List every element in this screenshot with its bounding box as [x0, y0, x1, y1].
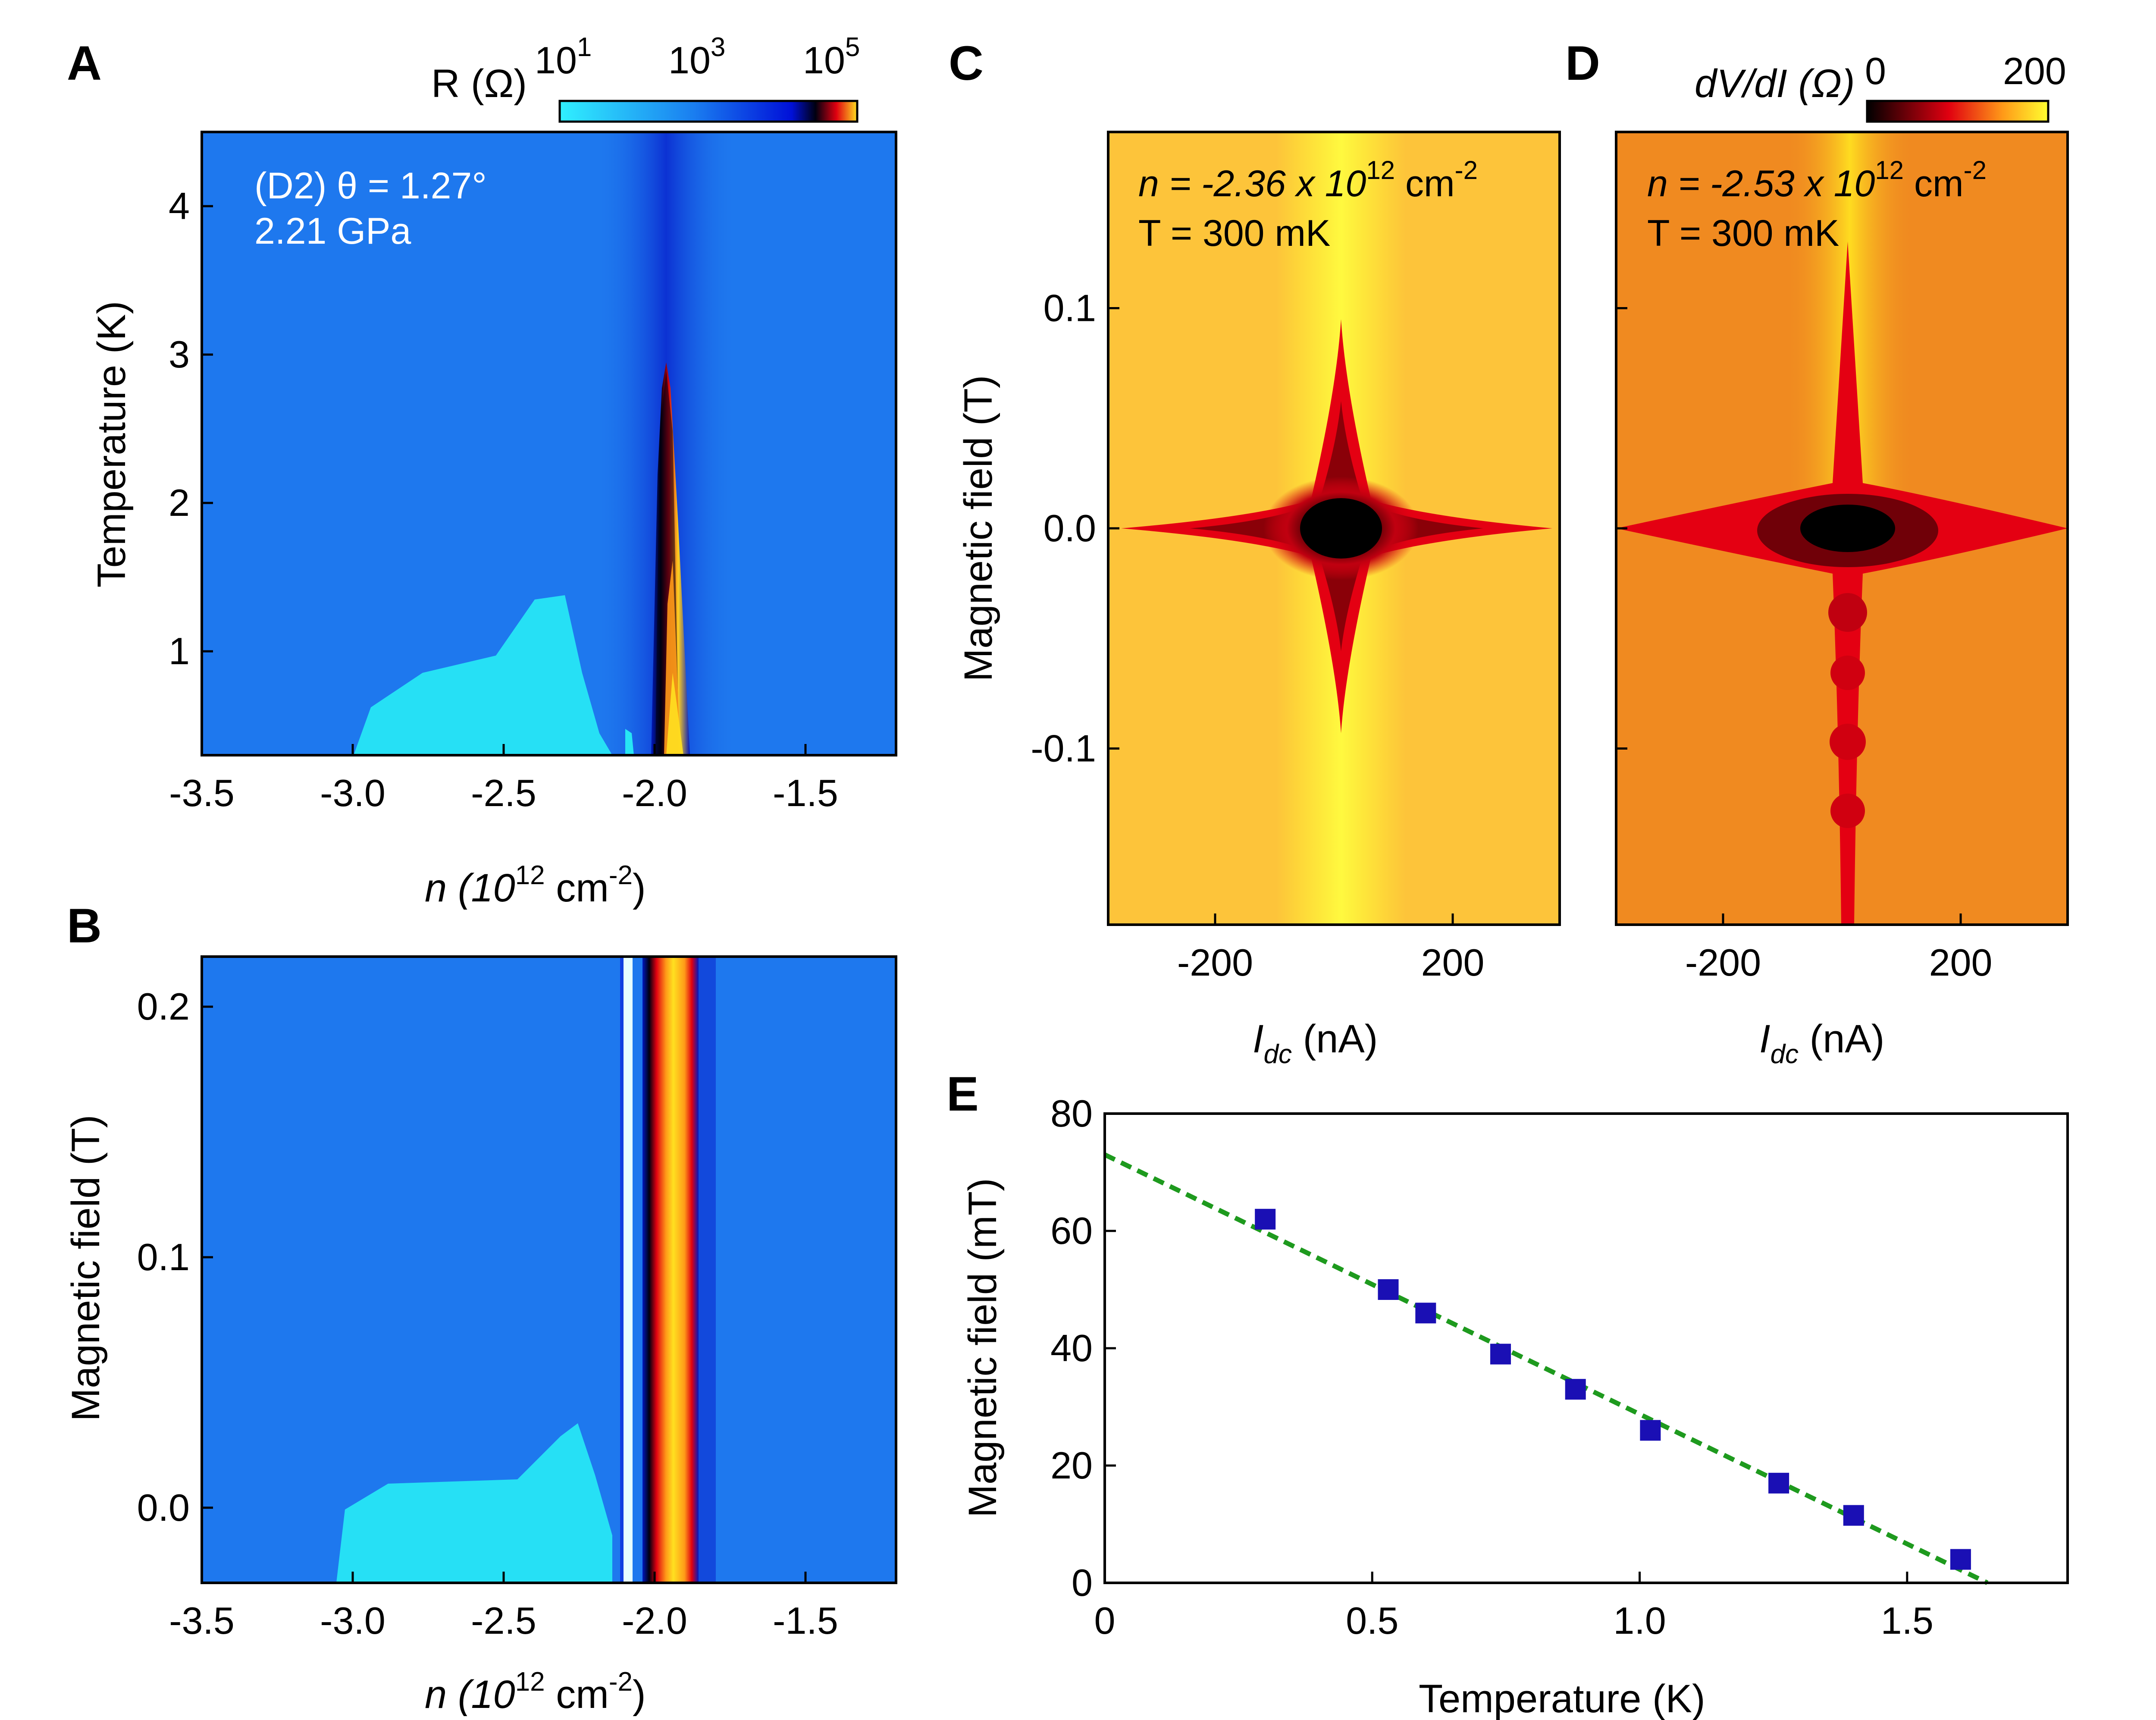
panel-c-xtick-label-0: -200	[1177, 941, 1253, 984]
panel-b-ytick-label-1: 0.1	[137, 1236, 190, 1278]
panel-e-data-point-6	[1768, 1472, 1789, 1494]
panel-e-axes: 0 0.5 1.0 1.5 0 20 40 60 80	[1050, 1092, 1934, 1642]
panel-e-label: E	[946, 1067, 979, 1121]
panel-d-colorbar-bar	[1866, 100, 2049, 123]
panel-a-colorbar: R (Ω) 101 103 105	[431, 32, 860, 123]
panel-d-colorbar: dV/dI (Ω) 0 200	[1695, 50, 2066, 123]
panel-e-xtick-label-0: 0	[1094, 1599, 1116, 1642]
panel-e-data-point-1	[1378, 1279, 1399, 1300]
panel-a-ytick-label-0: 1	[169, 630, 190, 672]
svg-text:103: 103	[668, 32, 725, 82]
panel-b-xtick-label-2: -2.5	[471, 1599, 536, 1642]
panel-e-data-point-4	[1565, 1379, 1586, 1400]
panel-a-annotation: (D2) θ = 1.27° 2.21 GPa	[254, 165, 487, 252]
panel-d-colorbar-title: dV/dI (Ω)	[1695, 62, 1855, 106]
panel-b-xlabel: n (1012 cm-2)	[425, 1667, 646, 1717]
panel-a-ytick-label-3: 4	[169, 185, 190, 227]
panel-b-xtick-label-0: -3.5	[169, 1599, 235, 1642]
panel-b-ylabel: Magnetic field (T)	[64, 1115, 108, 1422]
panel-d-axes: -200 200	[1616, 307, 1993, 984]
panel-d-annotation-t: T = 300 mK	[1647, 213, 1839, 254]
panel-d-annotation: n = -2.53 x 1012 cm-2 T = 300 mK	[1647, 156, 1987, 254]
panel-e-data-point-3	[1490, 1343, 1511, 1365]
panel-d: D dV/dI (Ω) 0 200 n = -2.53 x 1012 cm-2 …	[1565, 36, 2069, 1069]
panel-e-ylabel: Magnetic field (mT)	[961, 1178, 1005, 1517]
panel-b-ytick-label-0: 0.0	[137, 1486, 190, 1529]
svg-text:101: 101	[535, 32, 592, 82]
panel-c-ytick-label-1: 0.0	[1044, 507, 1096, 549]
panel-e-xtick-label-1: 0.5	[1346, 1599, 1398, 1642]
panel-a-xlabel: n (1012 cm-2)	[425, 860, 646, 910]
panel-e-data-point-2	[1415, 1303, 1436, 1324]
panel-b-heatmap	[202, 957, 896, 1583]
panel-c: C n = -2.36 x 1012 cm-2 T = 300 mK -200 2…	[949, 36, 1561, 1069]
panel-a-annotation-line1: (D2) θ = 1.27°	[254, 165, 487, 207]
panel-c-annotation: n = -2.36 x 1012 cm-2 T = 300 mK	[1138, 156, 1478, 254]
panel-c-ylabel: Magnetic field (T)	[956, 375, 1000, 682]
panel-a-heatmap	[202, 132, 896, 755]
panel-a-ytick-label-2: 3	[169, 333, 190, 376]
panel-c-annotation-t: T = 300 mK	[1138, 213, 1330, 254]
panel-e-plot	[1103, 1152, 1989, 1585]
panel-d-xlabel: Idc (nA)	[1759, 1017, 1884, 1069]
panel-e-data-point-5	[1640, 1420, 1661, 1441]
panel-a-ylabel: Temperature (K)	[90, 301, 134, 588]
panel-d-annotation-n: n = -2.53 x 1012 cm-2	[1647, 156, 1987, 204]
panel-e-xlabel: Temperature (K)	[1419, 1677, 1705, 1720]
panel-d-colorbar-min: 0	[1865, 50, 1886, 92]
panel-e-fit-line	[1103, 1152, 1989, 1585]
panel-c-xlabel: Idc (nA)	[1253, 1017, 1378, 1069]
panel-d-xtick-label-1: 200	[1929, 941, 1993, 984]
panel-a-colorbar-tick-2: 103	[668, 32, 725, 82]
panel-d-label: D	[1565, 36, 1600, 90]
panel-a-colorbar-bar	[558, 100, 859, 123]
panel-e: E 0 0.5 1.0 1.5 0 20 40 60 80 Temperature (K) Ma…	[946, 1067, 2069, 1720]
panel-d-heatmap	[1616, 132, 2068, 925]
panel-a-colorbar-tick-1: 101	[535, 32, 592, 82]
panel-c-label: C	[949, 36, 984, 90]
panel-d-colorbar-max: 200	[2003, 50, 2066, 92]
panel-a-colorbar-title: R (Ω)	[431, 62, 527, 106]
panel-e-data-point-7	[1843, 1505, 1864, 1526]
panel-b-label: B	[67, 899, 102, 953]
panel-b-axes: -3.5 -3.0 -2.5 -2.0 -1.5 0.0 0.1 0.2	[137, 985, 838, 1642]
panel-b-xtick-label-3: -2.0	[622, 1599, 687, 1642]
panel-a-xtick-label-0: -3.5	[169, 772, 235, 814]
panel-a-xtick-label-4: -1.5	[773, 772, 838, 814]
panel-e-data-point-0	[1255, 1208, 1276, 1230]
panel-a-xtick-label-2: -2.5	[471, 772, 536, 814]
panel-d-xtick-label-0: -200	[1685, 941, 1761, 984]
panel-b-xtick-label-1: -3.0	[320, 1599, 385, 1642]
panel-c-heatmap	[1108, 132, 1560, 925]
panel-a-ytick-label-1: 2	[169, 481, 190, 524]
panel-a-colorbar-tick-3: 105	[803, 32, 860, 82]
panel-c-xtick-label-1: 200	[1421, 941, 1485, 984]
svg-text:105: 105	[803, 32, 860, 82]
panel-e-xtick-label-2: 1.0	[1613, 1599, 1666, 1642]
panel-b-ytick-label-2: 0.2	[137, 985, 190, 1028]
panel-e-ytick-label-1: 20	[1050, 1444, 1093, 1487]
panel-b: B -3.5 -3.0 -2.5 -2.0 -1.5 0.0 0.1 0.2 n (1012 …	[64, 899, 897, 1717]
panel-c-axes: -200 200 0.1 0.0 -0.1	[1031, 286, 1484, 984]
panel-b-xtick-label-4: -1.5	[773, 1599, 838, 1642]
panel-a-xtick-label-3: -2.0	[622, 772, 687, 814]
panel-c-ytick-label-2: -0.1	[1031, 727, 1096, 770]
panel-a: A R (Ω) 101 103 105 (D2) θ	[67, 32, 897, 910]
panel-e-ytick-label-4: 80	[1050, 1092, 1093, 1135]
panel-a-annotation-line2: 2.21 GPa	[254, 210, 411, 252]
panel-e-xtick-label-3: 1.5	[1881, 1599, 1934, 1642]
panel-e-data-point-8	[1950, 1549, 1971, 1570]
panel-e-ytick-label-3: 60	[1050, 1209, 1093, 1252]
panel-a-xtick-label-1: -3.0	[320, 772, 385, 814]
panel-c-annotation-n: n = -2.36 x 1012 cm-2	[1138, 156, 1478, 204]
panel-e-ytick-label-0: 0	[1072, 1561, 1093, 1604]
panel-a-label: A	[67, 36, 102, 90]
panel-e-ytick-label-2: 40	[1050, 1327, 1093, 1369]
panel-c-ytick-label-0: 0.1	[1044, 286, 1096, 329]
panel-a-axes: -3.5 -3.0 -2.5 -2.0 -1.5 1 2 3 4	[169, 185, 838, 814]
